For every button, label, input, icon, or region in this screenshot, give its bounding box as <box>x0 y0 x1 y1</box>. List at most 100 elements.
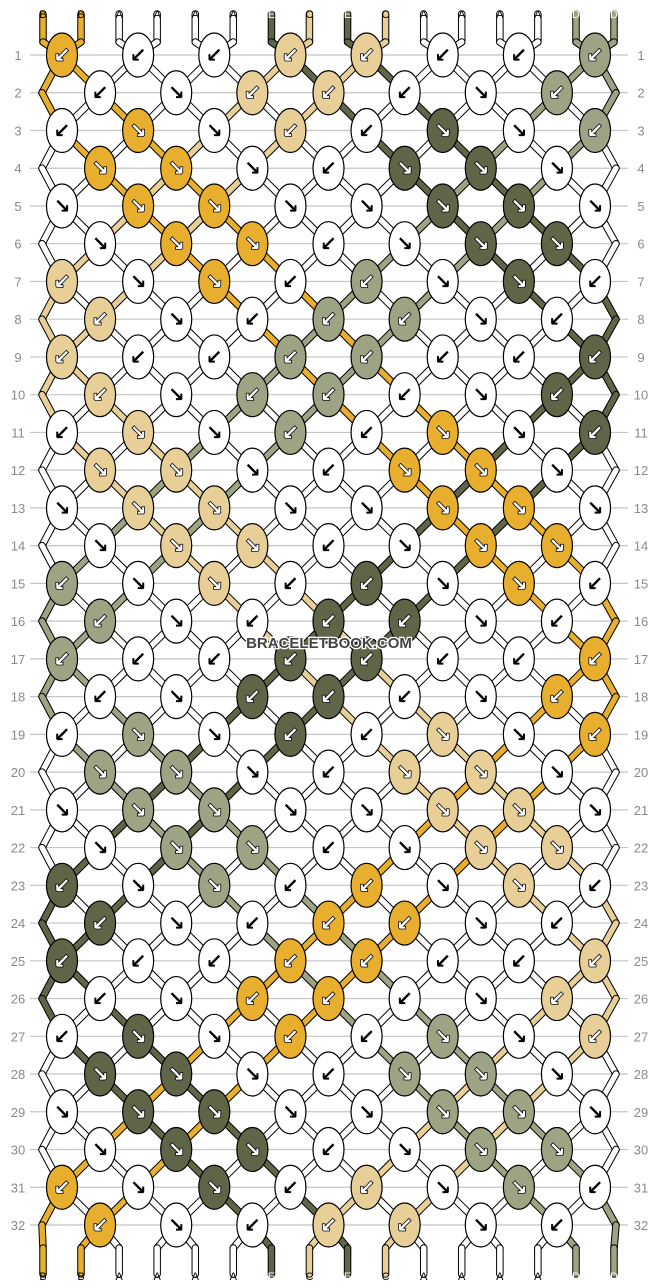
arrow-down-right-icon: ↘ <box>130 722 147 746</box>
knot-row24-6: ↘ <box>464 900 497 946</box>
arrow-down-right-icon: ↘ <box>92 1138 109 1162</box>
knot <box>540 447 574 493</box>
arrow-down-right-icon: ↘ <box>130 1100 147 1124</box>
knot <box>350 485 383 531</box>
arrow-down-right-icon: ↘ <box>434 269 451 293</box>
arrow-down-left-icon: ↙ <box>396 81 413 105</box>
knot <box>198 1164 231 1210</box>
row-number-left: 27 <box>11 1029 25 1044</box>
knot-row3-2: ↘ <box>122 107 155 154</box>
arrow-down-right-icon: ↘ <box>168 534 185 558</box>
row-number-right: 31 <box>634 1180 648 1195</box>
knot <box>502 938 535 984</box>
knot-row9-3: ↙ <box>198 334 231 380</box>
knot <box>274 258 307 305</box>
knot <box>540 1202 574 1248</box>
arrow-down-right-icon: ↘ <box>472 987 489 1011</box>
knot-row18-3: ↙ <box>236 674 269 720</box>
knot <box>236 523 269 569</box>
knot <box>426 183 459 229</box>
arrow-down-right-icon: ↘ <box>168 458 185 482</box>
arrow-down-right-icon: ↘ <box>168 383 185 407</box>
knot-row21-2: ↘ <box>122 787 155 833</box>
knot-row32-5: ↙ <box>388 1202 421 1248</box>
knot <box>540 674 574 720</box>
knot <box>426 409 459 456</box>
knot <box>350 1013 383 1059</box>
knot <box>122 1164 155 1210</box>
knot <box>122 409 155 456</box>
knot <box>236 975 269 1022</box>
knot-row26-5: ↙ <box>388 975 421 1022</box>
knot <box>578 107 612 154</box>
knot-row22-2: ↘ <box>160 824 193 871</box>
arrow-down-right-icon: ↘ <box>130 571 147 595</box>
knot-row25-3: ↙ <box>198 938 231 984</box>
arrow-down-right-icon: ↘ <box>168 307 185 331</box>
knot-row2-3: ↙ <box>236 70 269 116</box>
knot <box>464 1202 497 1248</box>
knot-row27-6: ↘ <box>426 1013 459 1059</box>
knot-row20-3: ↘ <box>236 749 269 795</box>
arrow-down-right-icon: ↘ <box>587 496 604 520</box>
arrow-down-right-icon: ↘ <box>92 1062 109 1086</box>
arrow-down-right-icon: ↘ <box>168 1213 185 1237</box>
knot-row21-7: ↘ <box>502 787 535 833</box>
arrow-down-left-icon: ↙ <box>587 873 604 897</box>
row-number-left: 8 <box>14 312 21 327</box>
row-number-left: 25 <box>11 954 25 969</box>
knot <box>502 1164 535 1210</box>
arrow-down-left-icon: ↙ <box>282 873 299 897</box>
arrow-down-right-icon: ↘ <box>472 156 489 180</box>
row-number-right: 27 <box>634 1029 648 1044</box>
arrow-down-left-icon: ↙ <box>549 81 566 105</box>
arrow-down-right-icon: ↘ <box>587 798 604 822</box>
arrow-down-left-icon: ↙ <box>320 458 337 482</box>
knot <box>578 1164 612 1210</box>
knot-row2-7: ↙ <box>540 70 574 116</box>
knot <box>464 372 497 418</box>
knot-row8-3: ↙ <box>236 296 269 342</box>
knot-row24-1: ↙ <box>83 900 117 946</box>
arrow-down-right-icon: ↘ <box>396 836 413 860</box>
arrow-down-right-icon: ↘ <box>434 1024 451 1048</box>
knot <box>45 1164 79 1210</box>
knot <box>198 938 231 984</box>
knot-row23-7: ↘ <box>502 862 535 908</box>
arrow-down-left-icon: ↙ <box>320 911 337 935</box>
knot <box>502 258 535 305</box>
knot-row32-6: ↘ <box>464 1202 497 1248</box>
knot <box>578 938 612 984</box>
knot <box>312 1051 345 1097</box>
knot-row11-1: ↙ <box>45 409 79 456</box>
arrow-down-left-icon: ↙ <box>206 949 223 973</box>
arrow-down-left-icon: ↙ <box>587 571 604 595</box>
knots: ↙ ↙ ↙ ↙ ↙ ↙ ↙ ↙ ↙ ↘ ↙ ↙ ↙ ↘ ↙ ↙ ↘ ↘ ↙ ↙ ↘ ↘ ↙ ↘ ↘ ↘ ↙ ↘ ↘ ↘ ↘ ↘ ↘ ↘ ↘ ↘ ↘ ↘ ↘ ↘… <box>45 32 612 1248</box>
knot-row19-8: ↙ <box>578 711 612 757</box>
knot-row24-5: ↙ <box>388 900 421 946</box>
knot-row16-3: ↙ <box>236 598 269 644</box>
knot-row23-2: ↘ <box>122 862 155 908</box>
knot-row8-4: ↙ <box>312 296 345 342</box>
knot-row11-8: ↙ <box>578 409 612 456</box>
row-number-right: 3 <box>637 123 644 138</box>
row-number-left: 7 <box>14 274 21 289</box>
arrow-down-left-icon: ↙ <box>54 1024 71 1048</box>
knot-row21-4: ↘ <box>274 787 307 833</box>
knot <box>160 975 193 1022</box>
arrow-down-left-icon: ↙ <box>54 571 71 595</box>
arrow-down-right-icon: ↘ <box>434 1175 451 1199</box>
knot-row8-5: ↙ <box>388 296 421 342</box>
arrow-down-left-icon: ↙ <box>434 647 451 671</box>
knot-row1-6: ↙ <box>426 32 459 78</box>
arrow-down-left-icon: ↙ <box>358 269 375 293</box>
knot-row6-7: ↘ <box>540 221 574 267</box>
knot-row13-3: ↘ <box>198 485 231 531</box>
arrow-down-left-icon: ↙ <box>510 345 527 369</box>
knot-row30-3: ↘ <box>236 1126 269 1173</box>
knot-row6-6: ↘ <box>464 221 497 267</box>
knot-row1-3: ↙ <box>198 32 231 78</box>
knot-row20-5: ↘ <box>388 749 421 795</box>
arrow-down-right-icon: ↘ <box>510 118 527 142</box>
knot <box>312 447 345 493</box>
